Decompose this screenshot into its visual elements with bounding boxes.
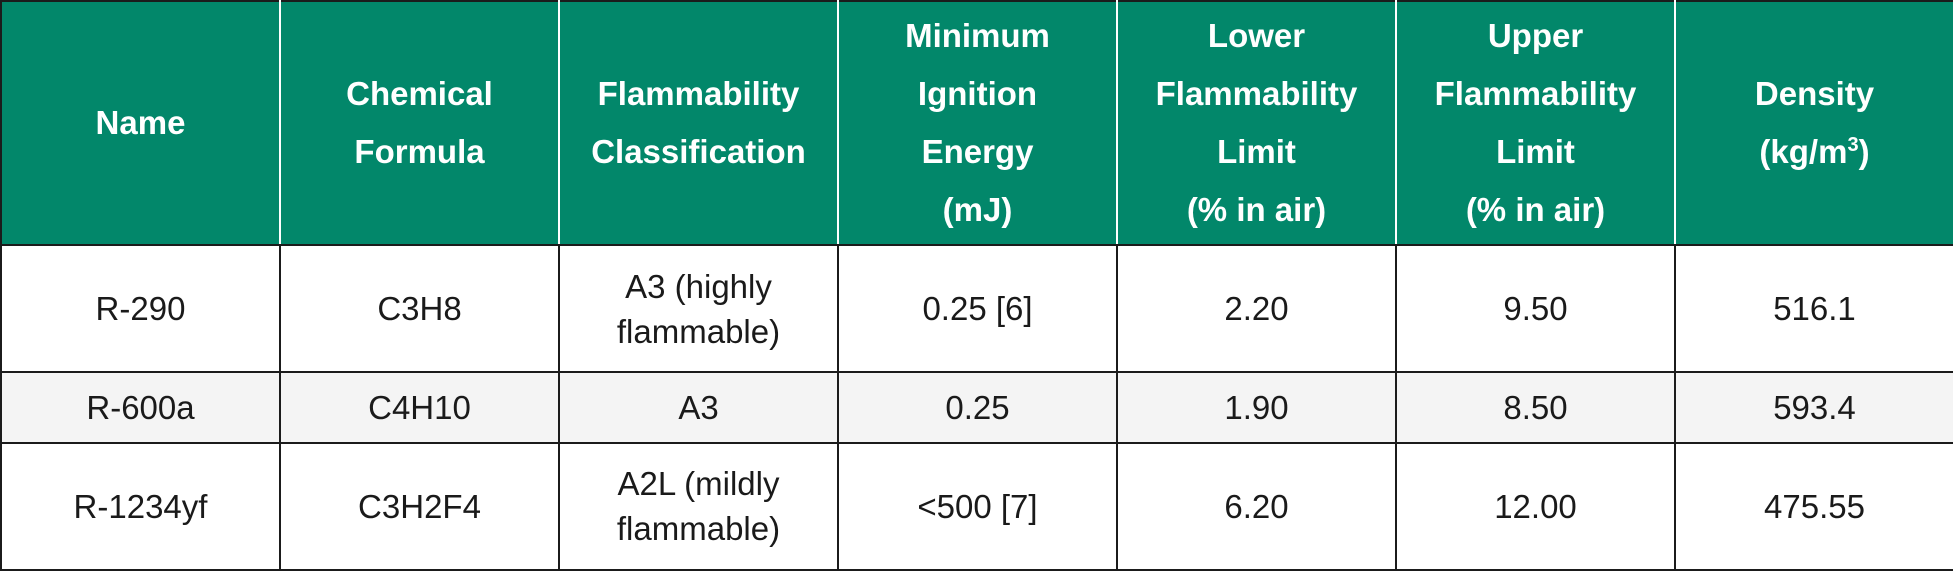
table-cell-name: R-1234yf	[0, 441, 281, 571]
table-cell-formula: C4H10	[279, 371, 560, 444]
column-header-lower-flammability-limit: Lower Flammability Limit (% in air)	[1116, 0, 1397, 246]
table-cell-upper-limit: 9.50	[1395, 243, 1676, 374]
table-row: R-600a C4H10 A3 0.25 1.90 8.50 593.4	[0, 371, 1953, 444]
table-cell-classification: A3	[558, 371, 839, 444]
table-cell-formula: C3H2F4	[279, 441, 560, 571]
table-header-row: Name Chemical Formula Flammability Class…	[0, 0, 1953, 246]
table-row: R-1234yf C3H2F4 A2L (mildly flammable) <…	[0, 441, 1953, 571]
table-cell-ignition-energy: 0.25 [6]	[837, 243, 1118, 374]
column-header-density: Density (kg/m3)	[1674, 0, 1953, 246]
table-cell-lower-limit: 6.20	[1116, 441, 1397, 571]
table-row: R-290 C3H8 A3 (highly flammable) 0.25 [6…	[0, 243, 1953, 374]
table-cell-lower-limit: 2.20	[1116, 243, 1397, 374]
table-cell-formula: C3H8	[279, 243, 560, 374]
table-cell-density: 593.4	[1674, 371, 1953, 444]
table-cell-classification: A3 (highly flammable)	[558, 243, 839, 374]
table-cell-name: R-290	[0, 243, 281, 374]
table-cell-classification: A2L (mildly flammable)	[558, 441, 839, 571]
table-cell-ignition-energy: <500 [7]	[837, 441, 1118, 571]
column-header-name: Name	[0, 0, 281, 246]
table-cell-ignition-energy: 0.25	[837, 371, 1118, 444]
column-header-minimum-ignition-energy: Minimum Ignition Energy (mJ)	[837, 0, 1118, 246]
column-header-chemical-formula: Chemical Formula	[279, 0, 560, 246]
table-cell-lower-limit: 1.90	[1116, 371, 1397, 444]
table-cell-upper-limit: 8.50	[1395, 371, 1676, 444]
table-cell-density: 516.1	[1674, 243, 1953, 374]
column-header-upper-flammability-limit: Upper Flammability Limit (% in air)	[1395, 0, 1676, 246]
table-cell-name: R-600a	[0, 371, 281, 444]
column-header-flammability-classification: Flammability Classification	[558, 0, 839, 246]
table-cell-density: 475.55	[1674, 441, 1953, 571]
table-cell-upper-limit: 12.00	[1395, 441, 1676, 571]
